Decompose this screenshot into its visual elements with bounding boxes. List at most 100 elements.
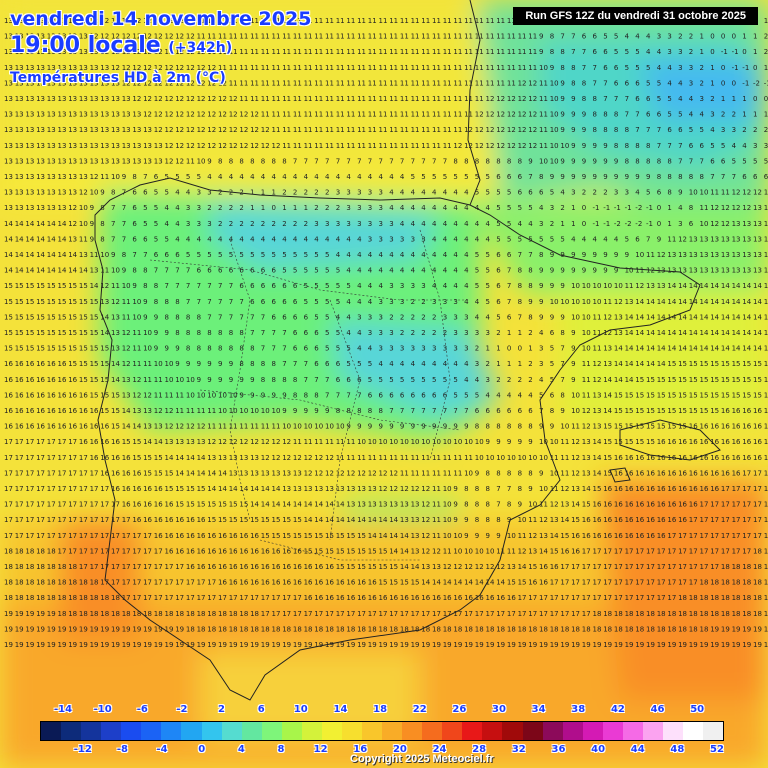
temp-value: 6 <box>218 267 223 275</box>
temp-value: 19 <box>122 625 131 633</box>
temp-value: 9 <box>314 407 318 415</box>
temp-value: 11 <box>475 17 484 25</box>
temp-value: 10 <box>368 438 377 446</box>
temp-value: 9 <box>453 501 457 509</box>
temp-value: 15 <box>678 391 687 399</box>
temp-value: 12 <box>207 64 216 72</box>
temp-value: 17 <box>186 594 195 602</box>
temp-value: 13 <box>336 485 345 493</box>
temp-value: 11 <box>336 17 345 25</box>
temp-value: 14 <box>186 454 195 462</box>
temp-value: 12 <box>197 126 206 134</box>
temp-value: 18 <box>79 579 88 587</box>
temp-value: 8 <box>379 407 383 415</box>
temp-value: 4 <box>432 204 437 212</box>
temp-value: 9 <box>175 360 179 368</box>
temp-value: 4 <box>603 235 608 243</box>
temp-value: 6 <box>143 189 148 197</box>
temp-value: 11 <box>346 126 355 134</box>
temp-value: 4 <box>218 235 223 243</box>
temp-value: 12 <box>111 64 120 72</box>
temp-value: 11 <box>710 189 719 197</box>
temp-value: 15 <box>36 313 45 321</box>
temp-value: 4 <box>357 267 362 275</box>
temp-value: 12 <box>496 563 505 571</box>
temp-value: 2 <box>496 376 500 384</box>
temp-value: 4 <box>346 329 351 337</box>
temp-value: 16 <box>229 547 238 555</box>
temp-value: 4 <box>464 376 469 384</box>
temp-value: 12 <box>229 111 238 119</box>
temp-value: 11 <box>261 17 270 25</box>
temp-value: 2 <box>721 111 725 119</box>
temp-value: 17 <box>379 610 388 618</box>
temp-value: 16 <box>689 454 698 462</box>
temp-value: 16 <box>175 547 184 555</box>
temp-value: 15 <box>282 532 291 540</box>
temp-value: 12 <box>154 48 163 56</box>
temp-value: 9 <box>122 173 126 181</box>
temp-value: 4 <box>475 235 480 243</box>
temp-value: 4 <box>336 235 341 243</box>
temp-value: 5 <box>550 345 554 353</box>
temp-value: 5 <box>304 282 308 290</box>
temp-value: 3 <box>453 345 457 353</box>
temp-value: 4 <box>411 204 416 212</box>
temp-value: 16 <box>678 469 687 477</box>
temp-value: 19 <box>753 641 762 649</box>
temp-value: 18 <box>432 625 441 633</box>
temp-value: 2 <box>239 189 243 197</box>
temp-value: 16 <box>646 501 655 509</box>
legend-tick-top: -14 <box>54 704 72 715</box>
temp-value: 15 <box>132 454 141 462</box>
temp-value: 13 <box>100 298 109 306</box>
temp-value: 16 <box>197 547 206 555</box>
temp-value: 11 <box>411 126 420 134</box>
temp-value: 12 <box>250 126 259 134</box>
temp-value: 17 <box>689 532 698 540</box>
legend-swatch <box>201 722 222 740</box>
temp-value: 11 <box>443 95 452 103</box>
temp-value: 18 <box>593 610 602 618</box>
temp-value: 12 <box>186 95 195 103</box>
temp-value: 9 <box>90 235 94 243</box>
temp-value: 6 <box>261 298 266 306</box>
temp-value: 14 <box>207 469 216 477</box>
temp-value: 10 <box>571 407 580 415</box>
temp-value: 10 <box>518 516 527 524</box>
temp-value: 17 <box>165 594 174 602</box>
temp-value: 9 <box>603 157 607 165</box>
temp-value: 13 <box>79 111 88 119</box>
temp-value: 9 <box>571 345 575 353</box>
temp-value: 13 <box>346 485 355 493</box>
temp-value: 17 <box>678 579 687 587</box>
temp-value: 11 <box>518 48 527 56</box>
temp-value: 10 <box>582 298 591 306</box>
temp-value: 18 <box>250 625 259 633</box>
temp-value: 11 <box>239 33 248 41</box>
temp-value: 3 <box>475 329 479 337</box>
temp-value: 10 <box>314 423 323 431</box>
temp-value: 13 <box>36 48 45 56</box>
temp-value: 17 <box>710 516 719 524</box>
temp-value: 7 <box>582 64 586 72</box>
temp-value: 17 <box>603 579 612 587</box>
temp-value: 9 <box>635 173 639 181</box>
temp-value: 17 <box>528 610 537 618</box>
temp-value: 17 <box>4 516 13 524</box>
temp-value: 16 <box>229 532 238 540</box>
temp-value: 16 <box>753 407 762 415</box>
temp-value: 5 <box>143 204 147 212</box>
temp-value: 5 <box>400 376 404 384</box>
temp-value: 13 <box>111 157 120 165</box>
temp-value: 18 <box>58 610 67 618</box>
temp-value: -1 <box>732 64 739 72</box>
temp-value: 11 <box>443 33 452 41</box>
temp-value: 14 <box>614 345 623 353</box>
temp-value: 8 <box>314 391 318 399</box>
temp-value: 16 <box>700 469 709 477</box>
temp-value: 17 <box>732 501 741 509</box>
temp-value: 10 <box>475 547 484 555</box>
temp-value: 11 <box>357 126 366 134</box>
legend-tick-top: 22 <box>413 704 427 715</box>
